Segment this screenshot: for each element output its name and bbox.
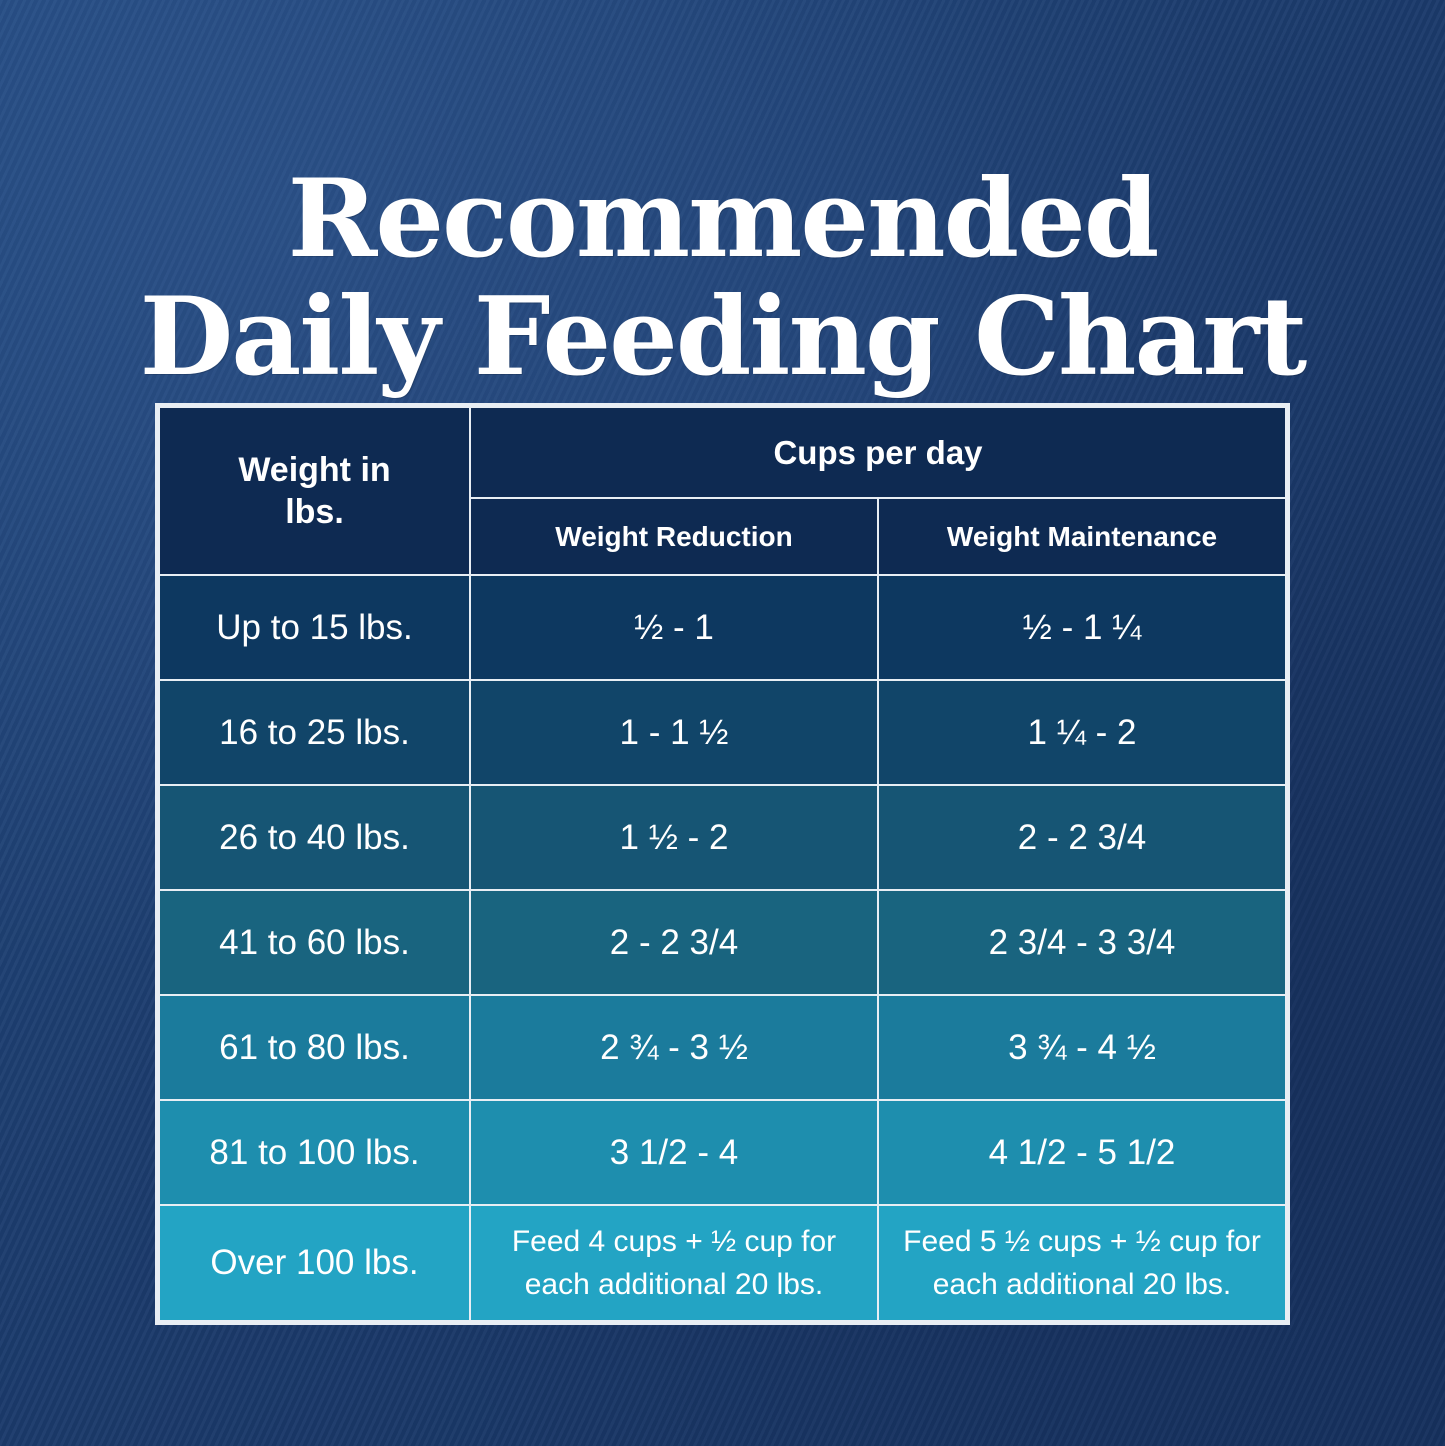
reduction-cell: 3 1/2 - 4	[469, 1099, 879, 1206]
header-weight-reduction: Weight Reduction	[469, 497, 879, 576]
weight-cell: 26 to 40 lbs.	[158, 784, 471, 891]
table-row: Over 100 lbs. Feed 4 cups + ½ cup for ea…	[158, 1204, 1287, 1322]
reduction-cell: Feed 4 cups + ½ cup for each additional …	[469, 1204, 879, 1322]
table-row: Up to 15 lbs. ½ - 1 ½ - 1 ¼	[158, 574, 1287, 681]
weight-cell: Over 100 lbs.	[158, 1204, 471, 1322]
reduction-cell: ½ - 1	[469, 574, 879, 681]
table-row: 41 to 60 lbs. 2 - 2 3/4 2 3/4 - 3 3/4	[158, 889, 1287, 996]
reduction-note: Feed 4 cups + ½ cup for each additional …	[511, 1225, 837, 1301]
page-title: Recommended Daily Feeding Chart	[0, 160, 1445, 396]
table-row: 81 to 100 lbs. 3 1/2 - 4 4 1/2 - 5 1/2	[158, 1099, 1287, 1206]
title-line-2: Daily Feeding Chart	[139, 274, 1308, 401]
maintenance-cell: 3 ¾ - 4 ½	[877, 994, 1287, 1101]
header-weight-label: Weight in lbs.	[238, 451, 391, 531]
reduction-cell: 1 - 1 ½	[469, 679, 879, 786]
reduction-cell: 2 ¾ - 3 ½	[469, 994, 879, 1101]
weight-cell: 81 to 100 lbs.	[158, 1099, 471, 1206]
weight-cell: 61 to 80 lbs.	[158, 994, 471, 1101]
feeding-table: Weight in lbs. Cups per day Weight Reduc…	[155, 403, 1290, 1325]
table-row: 61 to 80 lbs. 2 ¾ - 3 ½ 3 ¾ - 4 ½	[158, 994, 1287, 1101]
maintenance-cell: Feed 5 ½ cups + ½ cup for each additiona…	[877, 1204, 1287, 1322]
reduction-cell: 1 ½ - 2	[469, 784, 879, 891]
maintenance-cell: ½ - 1 ¼	[877, 574, 1287, 681]
title-line-1: Recommended	[287, 156, 1160, 283]
table-row: 16 to 25 lbs. 1 - 1 ½ 1 ¼ - 2	[158, 679, 1287, 786]
table-row: 26 to 40 lbs. 1 ½ - 2 2 - 2 3/4	[158, 784, 1287, 891]
maintenance-note: Feed 5 ½ cups + ½ cup for each additiona…	[903, 1225, 1261, 1301]
weight-cell: Up to 15 lbs.	[158, 574, 471, 681]
maintenance-cell: 2 - 2 3/4	[877, 784, 1287, 891]
maintenance-cell: 4 1/2 - 5 1/2	[877, 1099, 1287, 1206]
header-weight: Weight in lbs.	[158, 406, 471, 576]
weight-cell: 16 to 25 lbs.	[158, 679, 471, 786]
maintenance-cell: 1 ¼ - 2	[877, 679, 1287, 786]
maintenance-cell: 2 3/4 - 3 3/4	[877, 889, 1287, 996]
header-cups-per-day: Cups per day	[469, 406, 1287, 499]
reduction-cell: 2 - 2 3/4	[469, 889, 879, 996]
weight-cell: 41 to 60 lbs.	[158, 889, 471, 996]
header-weight-maintenance: Weight Maintenance	[877, 497, 1287, 576]
